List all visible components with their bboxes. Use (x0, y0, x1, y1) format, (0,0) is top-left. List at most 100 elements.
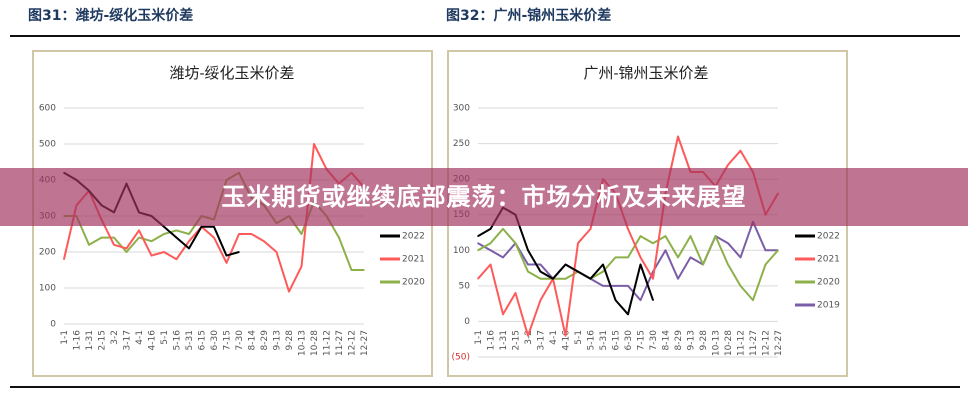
data-point-2020 (300, 233, 303, 235)
data-point-2020 (338, 236, 340, 239)
x-tick-label: 6-15 (198, 330, 208, 350)
x-tick-label: 10-13 (298, 330, 308, 356)
data-point-2020 (188, 233, 190, 235)
data-point-2022 (627, 313, 629, 316)
data-point-2022 (489, 228, 492, 230)
data-point-2019 (477, 242, 479, 244)
data-point-2021 (300, 265, 303, 268)
x-tick-label: 5-1 (574, 330, 584, 345)
data-point-2019 (689, 256, 692, 259)
data-point-2021 (502, 313, 504, 316)
x-tick-label: 3-17 (123, 330, 133, 350)
data-point-2019 (539, 263, 542, 266)
data-point-2022 (602, 263, 604, 266)
data-point-2021 (163, 251, 165, 253)
legend-label: 2021 (817, 255, 840, 265)
x-tick-label: 1-1 (474, 330, 484, 345)
data-point-2021 (639, 256, 642, 259)
y-tick-label: 250 (453, 139, 470, 149)
x-tick-label: 2-15 (98, 330, 108, 350)
data-point-2021 (527, 334, 529, 337)
data-point-2021 (627, 228, 629, 230)
x-tick-label: 8-29 (260, 330, 270, 351)
data-point-2022 (577, 270, 579, 273)
data-point-2020 (477, 249, 479, 252)
data-point-2022 (652, 299, 654, 301)
data-point-2021 (175, 258, 178, 261)
data-point-2022 (639, 263, 642, 266)
data-point-2019 (764, 249, 767, 252)
x-tick-label: 11-12 (737, 330, 747, 356)
data-point-2022 (552, 277, 554, 280)
data-point-2019 (677, 277, 679, 280)
data-point-2019 (489, 249, 492, 252)
data-point-2020 (702, 263, 704, 266)
y-tick-label: 100 (39, 284, 56, 294)
data-point-2021 (113, 244, 115, 246)
data-point-2020 (764, 263, 767, 266)
data-point-2021 (125, 247, 128, 250)
legend-label: 2020 (817, 278, 840, 288)
x-tick-label: 10-13 (712, 330, 722, 356)
y-tick-label: 50 (459, 281, 471, 291)
x-tick-label: 6-30 (624, 330, 634, 351)
data-point-2021 (677, 135, 679, 138)
data-point-2020 (727, 263, 729, 266)
data-point-2022 (539, 270, 542, 273)
data-point-2020 (564, 277, 567, 280)
data-point-2020 (350, 269, 353, 271)
data-point-2021 (150, 254, 153, 257)
data-point-2020 (163, 233, 165, 235)
data-point-2019 (627, 285, 629, 287)
x-tick-label: 3-2 (110, 330, 120, 345)
x-tick-label: 5-1 (160, 330, 170, 345)
x-tick-label: 4-16 (148, 330, 158, 351)
data-point-2020 (363, 269, 365, 271)
legend-label: 2019 (817, 301, 840, 311)
data-point-2020 (175, 229, 178, 232)
data-point-2022 (188, 247, 190, 250)
x-tick-label: 6-15 (612, 330, 622, 350)
x-tick-label: 4-16 (562, 330, 572, 351)
data-point-2020 (752, 299, 754, 301)
data-point-2021 (313, 143, 315, 145)
data-point-2022 (527, 249, 529, 252)
data-point-2021 (539, 299, 542, 301)
data-point-2022 (163, 226, 165, 228)
data-point-2020 (100, 236, 103, 239)
x-tick-label: 1-16 (73, 330, 83, 351)
data-point-2019 (664, 249, 667, 252)
x-tick-label: 8-29 (674, 330, 684, 351)
chart-title: 广州-锦州玉米价差 (583, 64, 708, 82)
data-point-2021 (589, 228, 592, 230)
data-point-2022 (213, 226, 215, 228)
x-tick-label: 5-16 (173, 330, 183, 351)
x-tick-label: 12-27 (774, 330, 784, 356)
x-tick-label: 5-16 (587, 330, 597, 351)
x-tick-label: 9-13 (687, 330, 697, 350)
data-point-2019 (602, 285, 604, 287)
x-tick-label: 2-15 (512, 330, 522, 350)
y-tick-label: 500 (39, 140, 56, 150)
data-point-2021 (288, 290, 290, 293)
y-tick-label: (50) (452, 353, 470, 363)
x-tick-label: 7-30 (649, 330, 659, 351)
data-point-2020 (514, 242, 517, 244)
data-point-2022 (477, 235, 479, 237)
data-point-2020 (150, 240, 153, 242)
data-point-2021 (263, 240, 265, 242)
data-point-2019 (727, 242, 729, 244)
legend-label: 2021 (402, 255, 425, 265)
data-point-2022 (564, 263, 567, 266)
y-tick-label: 100 (453, 246, 470, 256)
x-tick-label: 7-15 (223, 330, 233, 350)
data-point-2020 (88, 244, 90, 246)
data-point-2020 (664, 235, 667, 237)
data-point-2020 (125, 251, 128, 253)
data-point-2021 (138, 229, 140, 232)
data-point-2019 (614, 285, 617, 287)
top-rule (10, 35, 960, 37)
x-tick-label: 11-12 (323, 330, 333, 356)
legend-label: 2022 (817, 232, 840, 242)
x-tick-label: 10-28 (724, 330, 734, 356)
